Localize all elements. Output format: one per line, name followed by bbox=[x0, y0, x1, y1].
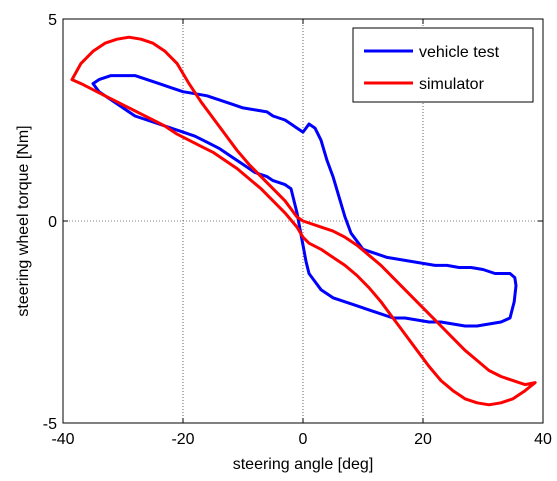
x-tick-label: 0 bbox=[299, 431, 308, 448]
series-line-simulator bbox=[70, 35, 537, 407]
x-tick-label: -20 bbox=[171, 431, 194, 448]
x-tick-label: 20 bbox=[414, 431, 432, 448]
x-tick-label: 40 bbox=[534, 431, 552, 448]
x-axis-label: steering angle [deg] bbox=[233, 456, 374, 473]
legend: vehicle test simulator bbox=[352, 27, 534, 103]
y-tick-label: -5 bbox=[43, 416, 57, 433]
y-tick-label: 0 bbox=[48, 214, 57, 231]
y-tick-label: 5 bbox=[48, 12, 57, 29]
series-line-vehicle-test bbox=[91, 74, 518, 328]
x-tick-label: -40 bbox=[51, 431, 74, 448]
legend-label-vehicle-test: vehicle test bbox=[419, 44, 500, 61]
series-group bbox=[70, 35, 537, 407]
tick-marks bbox=[62, 18, 544, 424]
legend-label-simulator: simulator bbox=[419, 76, 485, 93]
legend-box bbox=[352, 27, 534, 103]
tick-labels: -40 -20 0 20 40 -5 0 5 bbox=[43, 12, 552, 448]
y-axis-label: steering wheel torque [Nm] bbox=[15, 125, 32, 316]
